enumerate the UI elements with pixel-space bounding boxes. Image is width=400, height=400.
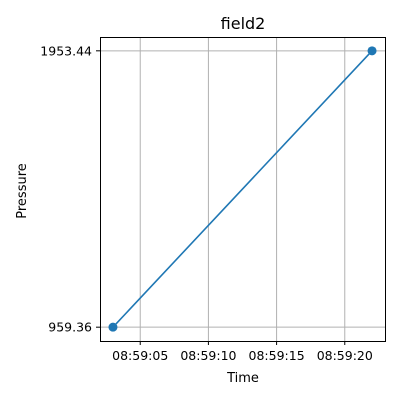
y-tick-label: 1953.44 xyxy=(40,43,92,58)
chart-title: field2 xyxy=(221,14,266,33)
series-line xyxy=(112,50,373,328)
plot-frame xyxy=(100,37,386,342)
x-tick-label: 08:59:15 xyxy=(249,348,305,363)
x-axis-label: Time xyxy=(226,371,259,386)
y-tick-label: 959.36 xyxy=(48,320,92,335)
x-tick-label: 08:59:10 xyxy=(180,348,236,363)
series-layer xyxy=(108,46,377,332)
data-point xyxy=(367,46,377,56)
data-point xyxy=(108,322,118,332)
grid xyxy=(100,37,385,341)
y-axis-label: Pressure xyxy=(15,163,30,219)
x-tick-label: 08:59:20 xyxy=(317,348,373,363)
x-tick-label: 08:59:05 xyxy=(112,348,168,363)
ticks: 08:59:05 08:59:10 08:59:15 08:59:20 959.36 19… xyxy=(40,43,373,363)
